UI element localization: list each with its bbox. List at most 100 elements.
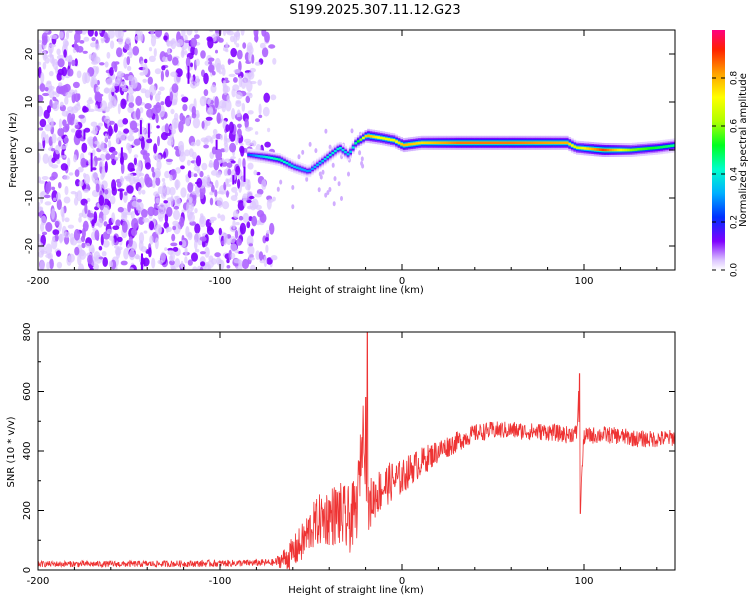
spectrogram-noise-speck	[59, 145, 67, 150]
spectrogram-noise-streak	[232, 175, 235, 185]
spectrogram-noise-speck	[43, 109, 50, 119]
spectrogram-ridge-cell	[377, 136, 380, 139]
spectrogram-noise-speck	[82, 50, 88, 54]
spectrogram-noise-speck	[199, 251, 206, 255]
spectrogram-noise-speck	[137, 159, 142, 172]
spectrogram-ridge-cell	[390, 138, 393, 142]
spectrogram-noise-speck	[214, 96, 219, 109]
spectrogram-noise-speck	[151, 179, 156, 189]
spectrogram-noise-speck	[100, 37, 106, 42]
spectrogram-noise-speck	[242, 158, 246, 169]
spectrogram-x-label: Height of straight line (km)	[288, 285, 424, 296]
spectrogram-noise-speck	[350, 128, 354, 134]
spectrogram-noise-speck	[102, 240, 110, 248]
spectrogram-noise-speck	[238, 60, 242, 72]
spectrogram-noise-speck	[267, 127, 271, 133]
spectrogram-noise-speck	[146, 138, 153, 144]
spectrogram-noise-speck	[266, 230, 271, 234]
spectrogram-noise-speck	[184, 256, 188, 264]
spectrogram-noise-speck	[208, 255, 214, 262]
spectrogram-ridge-cell	[433, 141, 437, 145]
spectrogram-noise-speck	[269, 222, 275, 235]
spectrogram-noise-speck	[143, 230, 148, 234]
spectrogram-noise-speck	[215, 49, 218, 54]
spectrogram-noise-speck	[135, 108, 141, 120]
spectrogram-noise-speck	[255, 250, 260, 260]
spectrogram-ridge-cell	[491, 141, 495, 145]
snr-y-label: SNR (10 * v/v)	[6, 416, 17, 487]
spectrogram-noise-speck	[50, 34, 58, 39]
spectrogram-noise-speck	[47, 85, 55, 91]
spectrogram-noise-speck	[192, 117, 201, 129]
x-tick-label: -100	[209, 276, 232, 287]
spectrogram-noise-speck	[223, 135, 228, 145]
spectrogram-noise-speck	[194, 223, 201, 234]
spectrogram-noise-speck	[63, 196, 71, 204]
spectrogram-noise-speck	[193, 173, 198, 178]
spectrogram-noise-speck	[206, 226, 213, 232]
spectrogram-noise-speck	[55, 144, 60, 155]
spectrogram-ridge-cell	[456, 141, 459, 145]
spectrogram-ridge-cell	[642, 147, 645, 151]
spectrogram-noise-speck	[57, 58, 65, 68]
spectrogram-noise-speck	[142, 78, 147, 83]
y-tick-label: 20	[24, 48, 35, 61]
spectrogram-noise-speck	[215, 173, 221, 178]
spectrogram-noise-speck	[103, 87, 110, 94]
spectrogram-ridge-cell	[428, 141, 431, 145]
spectrogram-noise-speck	[115, 78, 121, 85]
spectrogram-noise-speck	[203, 72, 209, 85]
spectrogram-noise-speck	[195, 155, 202, 167]
spectrogram-noise-speck	[39, 83, 46, 92]
spectrogram-noise-speck	[247, 179, 251, 191]
spectrogram-noise-speck	[52, 235, 56, 242]
spectrogram-noise-speck	[237, 123, 242, 128]
spectrogram-noise-speck	[139, 107, 144, 114]
spectrogram-ridge-cell	[418, 141, 421, 145]
spectrogram-noise-speck	[110, 153, 116, 161]
snr-x-label: Height of straight line (km)	[288, 585, 424, 596]
spectrogram-noise-speck	[182, 104, 188, 112]
spectrogram-noise-speck	[144, 103, 152, 110]
spectrogram-noise-speck	[174, 112, 179, 121]
spectrogram-ridge-cell	[336, 147, 340, 151]
spectrogram-ridge-cell	[476, 141, 480, 145]
spectrogram-noise-speck	[153, 48, 157, 57]
spectrogram-noise-speck	[192, 151, 197, 160]
spectrogram-noise-speck	[171, 128, 176, 135]
spectrogram-noise-speck	[199, 266, 204, 270]
spectrogram-noise-speck	[153, 203, 158, 209]
spectrogram-noise-speck	[230, 160, 236, 164]
spectrogram-noise-speck	[128, 249, 136, 261]
spectrogram-noise-speck	[229, 142, 237, 153]
spectrogram-noise-speck	[54, 220, 60, 227]
spectrogram-ridge-cell	[410, 142, 414, 146]
spectrogram-noise-speck	[184, 50, 188, 56]
spectrogram-noise-speck	[233, 258, 241, 264]
spectrogram-noise-speck	[162, 55, 169, 63]
spectrogram-ridge-cell	[344, 151, 347, 154]
spectrogram-noise-speck	[90, 42, 97, 48]
spectrogram-noise-speck	[125, 211, 133, 216]
spectrogram-noise-speck	[45, 182, 51, 195]
spectrogram-noise-speck	[340, 196, 343, 201]
spectrogram-noise-speck	[57, 68, 64, 76]
spectrogram-noise-speck	[196, 113, 200, 119]
spectrogram-noise-speck	[200, 213, 204, 218]
spectrogram-noise-speck	[187, 182, 194, 193]
spectrogram-noise-speck	[84, 203, 88, 215]
colorbar-ticks: 0.0 0.2 0.4 0.6 0.8	[712, 71, 740, 277]
spectrogram-ridge-cell	[257, 155, 261, 158]
spectrogram-noise-speck	[91, 172, 99, 183]
spectrogram-noise-speck	[91, 60, 99, 65]
spectrogram-noise-speck	[52, 229, 60, 236]
spectrogram-noise-speck	[48, 89, 55, 99]
spectrogram-ridge-cell	[461, 141, 465, 145]
spectrogram-noise-speck	[67, 68, 74, 77]
spectrogram-noise-speck	[74, 32, 81, 43]
spectrogram-noise-speck	[42, 50, 47, 61]
spectrogram-noise-speck	[47, 252, 53, 260]
spectrogram-noise-speck	[208, 64, 215, 73]
spectrogram-ridge-cell	[614, 148, 617, 152]
spectrogram-noise-speck	[39, 192, 45, 198]
